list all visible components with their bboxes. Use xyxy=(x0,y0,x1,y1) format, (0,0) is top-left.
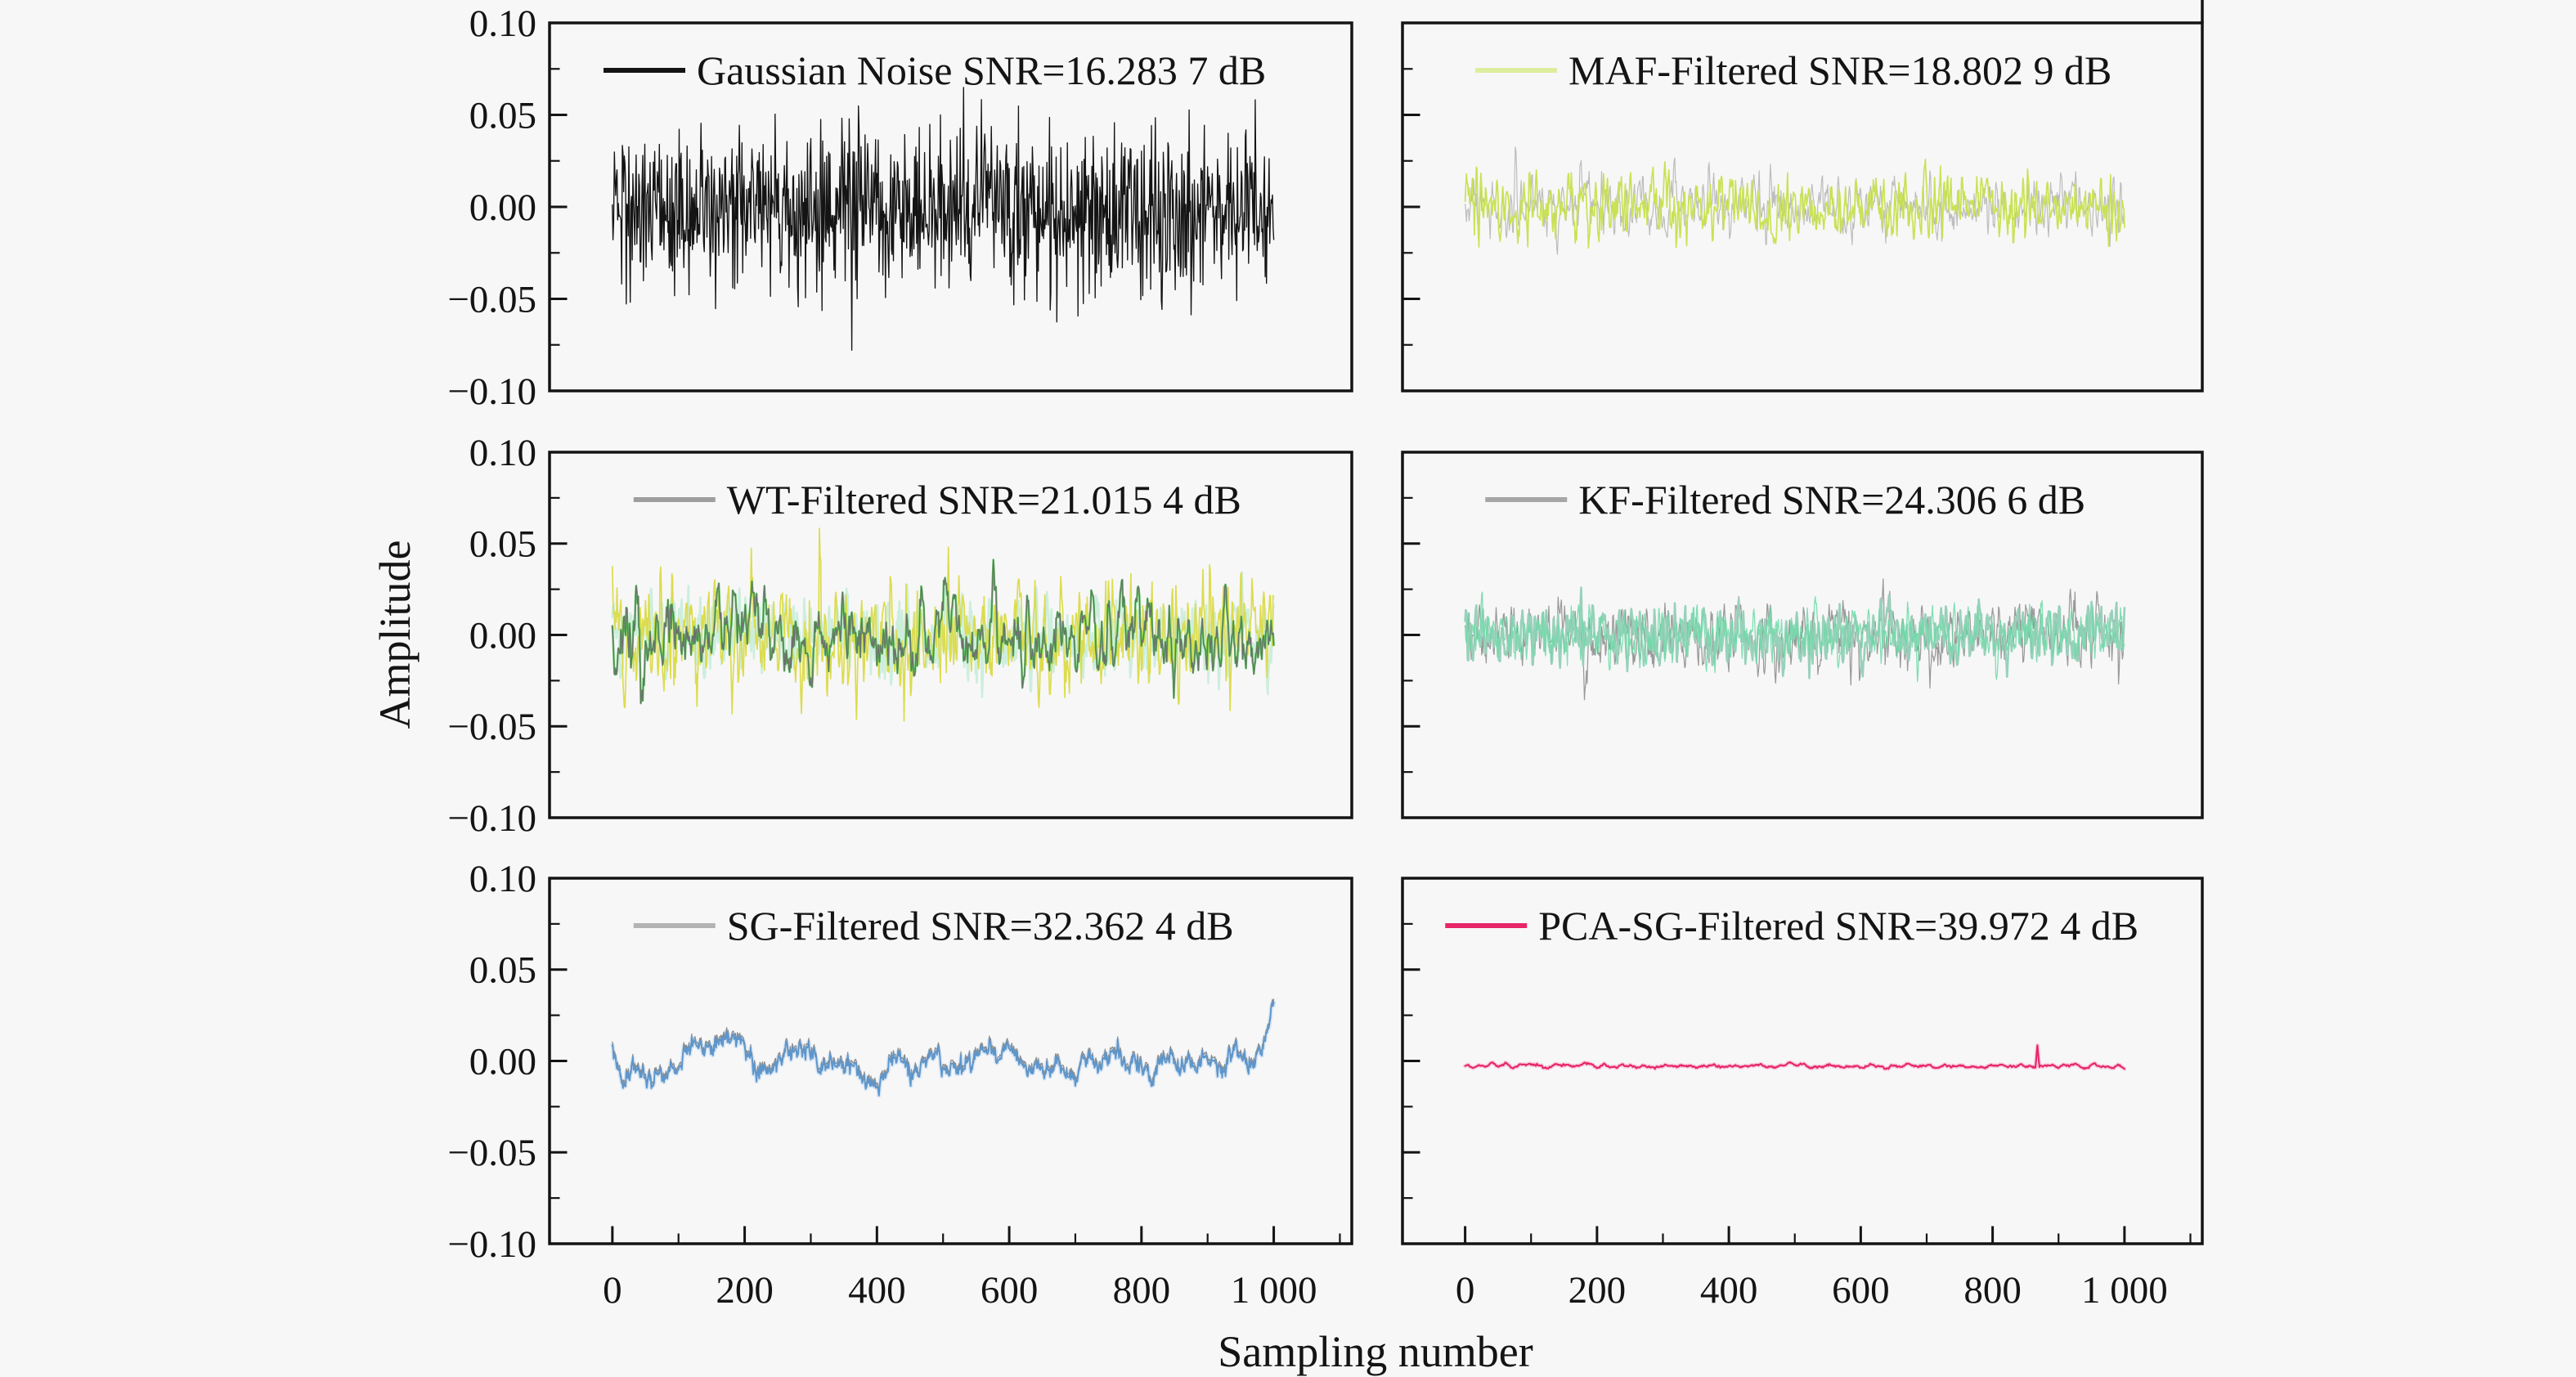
x-tick-label: 1 000 xyxy=(1231,1269,1317,1312)
y-tick-label: 0.05 xyxy=(469,523,536,566)
x-tick-label: 600 xyxy=(981,1269,1039,1312)
legend-label-pca-sg-filtered: PCA-SG-Filtered SNR=39.972 4 dB xyxy=(1538,903,2138,949)
signal-line-sg-filtered-2 xyxy=(611,1002,1275,1097)
x-tick-label: 200 xyxy=(1568,1269,1627,1312)
x-tick-label: 800 xyxy=(1963,1269,2022,1312)
signal-layers-wt-filtered xyxy=(611,527,1275,722)
legend-label-kf-filtered: KF-Filtered SNR=24.306 6 dB xyxy=(1578,477,2085,523)
legend-wt-filtered: WT-Filtered SNR=21.015 4 dB xyxy=(633,477,1241,523)
subplot-gaussian-noise: 0.10 0.05 0.00 −0.05 −0.10 Gaussian Noise SNR… xyxy=(447,2,1353,413)
y-axis-ticks xyxy=(1403,68,1420,346)
y-tick-labels: 0.10 0.05 0.00 −0.05 −0.10 xyxy=(447,858,536,1266)
signal-line-wt-filtered-3 xyxy=(612,559,1275,704)
signal-layers-gaussian-noise xyxy=(612,87,1275,351)
legend-kf-filtered: KF-Filtered SNR=24.306 6 dB xyxy=(1485,477,2085,523)
x-tick-label: 400 xyxy=(1700,1269,1758,1312)
y-tick-label: 0.10 xyxy=(469,858,536,900)
legend-pca-sg-filtered: PCA-SG-Filtered SNR=39.972 4 dB xyxy=(1445,903,2138,949)
x-tick-label: 200 xyxy=(716,1269,774,1312)
y-tick-label: 0.05 xyxy=(469,949,536,992)
y-tick-label: −0.10 xyxy=(447,797,536,840)
legend-gaussian-noise: Gaussian Noise SNR=16.283 7 dB xyxy=(604,47,1266,93)
legend-label-wt-filtered: WT-Filtered SNR=21.015 4 dB xyxy=(727,477,1241,523)
y-tick-labels: 0.10 0.05 0.00 −0.05 −0.10 xyxy=(447,432,536,840)
subplot-sg-filtered: 0.10 0.05 0.00 −0.05 −0.10 0 200 400 600 800 1 000… xyxy=(447,858,1353,1312)
y-tick-label: 0.05 xyxy=(469,94,536,137)
x-axis-label: Sampling number xyxy=(1218,1327,1533,1376)
y-tick-label: 0.00 xyxy=(469,1040,536,1083)
y-tick-label: 0.10 xyxy=(469,2,536,45)
x-tick-labels: 0 200 400 600 800 1 000 xyxy=(1456,1269,2168,1312)
y-tick-label: −0.10 xyxy=(447,1223,536,1266)
y-tick-label: −0.05 xyxy=(447,706,536,748)
y-tick-label: −0.10 xyxy=(447,370,536,413)
legend-label-maf-filtered: MAF-Filtered SNR=18.802 9 dB xyxy=(1568,47,2112,93)
x-tick-labels: 0 200 400 600 800 1 000 xyxy=(603,1269,1317,1312)
x-tick-label: 600 xyxy=(1832,1269,1890,1312)
subplot-maf-filtered: MAF-Filtered SNR=18.802 9 dB xyxy=(1401,21,2204,392)
signal-line-wt-filtered-1 xyxy=(611,527,1275,722)
legend-label-sg-filtered: SG-Filtered SNR=32.362 4 dB xyxy=(727,903,1234,949)
subplot-pca-sg-filtered: 0 200 400 600 800 1 000 PCA-SG-Filtered SNR=39… xyxy=(1401,877,2204,1312)
subplot-wt-filtered: 0.10 0.05 0.00 −0.05 −0.10 WT-Filtered SNR=21… xyxy=(447,432,1353,840)
x-tick-label: 400 xyxy=(848,1269,906,1312)
signal-line-kf-filtered-0 xyxy=(1464,578,2125,701)
legend-label-gaussian-noise: Gaussian Noise SNR=16.283 7 dB xyxy=(697,47,1266,93)
legend-sg-filtered: SG-Filtered SNR=32.362 4 dB xyxy=(633,903,1234,949)
y-tick-label: 0.00 xyxy=(469,186,536,229)
signal-line-kf-filtered-2 xyxy=(1464,591,2125,683)
signal-layers-sg-filtered xyxy=(610,998,1277,1098)
plot-frame xyxy=(1401,21,2204,392)
x-axis-ticks xyxy=(611,1226,1341,1243)
subplot-kf-filtered: KF-Filtered SNR=24.306 6 dB xyxy=(1401,451,2204,819)
x-tick-label: 0 xyxy=(1456,1269,1475,1312)
y-axis-label: Amplitude xyxy=(370,540,420,729)
y-tick-label: 0.00 xyxy=(469,614,536,657)
x-tick-label: 1 000 xyxy=(2081,1269,2168,1312)
x-tick-label: 800 xyxy=(1113,1269,1171,1312)
y-axis-ticks xyxy=(550,68,568,346)
signal-layers-pca-sg-filtered xyxy=(1463,1043,2127,1071)
plot-frame xyxy=(1401,877,2204,1245)
y-tick-label: 0.10 xyxy=(469,432,536,474)
x-axis-ticks xyxy=(1464,1226,2192,1243)
y-axis-ticks xyxy=(550,496,568,774)
plot-frame xyxy=(548,21,1353,392)
plot-frame xyxy=(548,877,1353,1245)
signal-line-sg-filtered-1 xyxy=(612,998,1275,1093)
y-axis-ticks xyxy=(550,922,568,1200)
signal-line-maf-filtered-1 xyxy=(1464,159,2125,249)
x-tick-label: 0 xyxy=(603,1269,622,1312)
plot-frame xyxy=(548,451,1353,819)
signal-layers-kf-filtered xyxy=(1464,578,2126,701)
y-tick-label: −0.05 xyxy=(447,1132,536,1174)
y-tick-labels: 0.10 0.05 0.00 −0.05 −0.10 xyxy=(447,2,536,413)
signal-line-pca-sg-filtered-1 xyxy=(1464,1044,2125,1070)
legend-maf-filtered: MAF-Filtered SNR=18.802 9 dB xyxy=(1475,47,2112,93)
signal-line-maf-filtered-0 xyxy=(1464,146,2125,255)
signal-layers-maf-filtered xyxy=(1464,146,2125,255)
plot-frame xyxy=(1401,451,2204,819)
y-tick-label: −0.05 xyxy=(447,278,536,321)
y-axis-ticks xyxy=(1403,496,1420,774)
y-axis-ticks xyxy=(1403,922,1420,1200)
signal-line-gaussian-noise-0 xyxy=(612,87,1275,351)
